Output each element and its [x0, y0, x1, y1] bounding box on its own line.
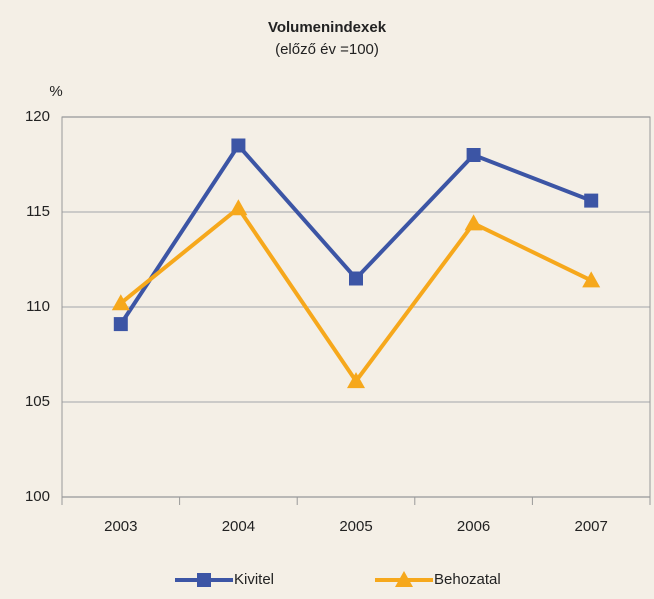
y-tick-label: 115 [26, 203, 50, 220]
plot-border [61, 116, 651, 498]
marker [113, 317, 128, 332]
marker [464, 214, 483, 231]
marker [111, 294, 130, 311]
y-tick-label: 105 [25, 393, 50, 410]
x-tick-label: 2005 [339, 518, 372, 535]
legend-marker [395, 571, 413, 587]
marker [584, 193, 599, 208]
marker [466, 148, 481, 162]
legend-label: Behozatal [434, 571, 501, 588]
marker [349, 271, 363, 286]
marker [231, 138, 246, 153]
chart-title: Volumenindexek [268, 19, 387, 36]
marker [347, 372, 365, 389]
marker [229, 199, 248, 216]
x-tick-label: 2006 [457, 518, 490, 535]
y-tick-label: 120 [25, 108, 50, 125]
legend-label: Kivitel [234, 571, 274, 588]
chart-subtitle: (előző év =100) [275, 41, 379, 58]
x-tick-label: 2007 [575, 518, 608, 535]
x-tick-label: 2003 [104, 518, 137, 535]
y-axis-label: % [49, 83, 62, 100]
legend-marker [197, 573, 211, 587]
y-tick-label: 100 [25, 488, 50, 505]
marker [582, 271, 601, 288]
x-tick-label: 2004 [222, 518, 255, 535]
y-tick-label: 110 [26, 298, 50, 315]
